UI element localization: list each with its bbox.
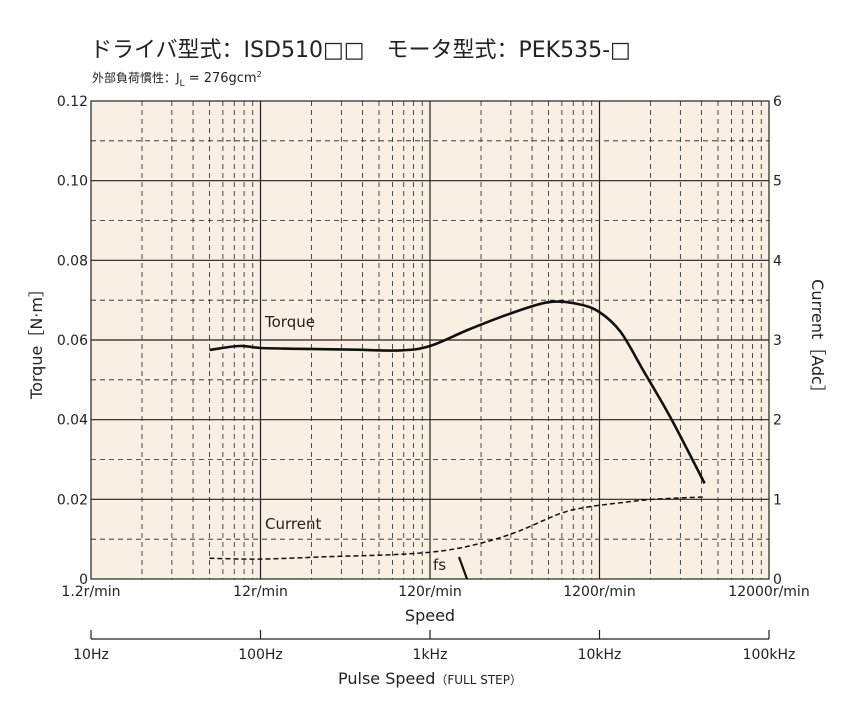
right-tick-label: 0 <box>773 572 782 588</box>
left-tick-label: 0.06 <box>57 333 88 349</box>
series-line-current <box>209 496 705 560</box>
x-axis-label: Speed <box>405 606 455 625</box>
pulse-tick-label: 1kHz <box>413 647 448 663</box>
tick-labels: 0 0.02 0.04 0.06 0.08 0.10 0.12 0 1 2 3 4 5 6 1.2r/min… <box>57 94 810 600</box>
x-tick-label: 12r/min <box>233 584 288 600</box>
pulse-tick-label: 10kHz <box>578 647 622 663</box>
pulse-axis-label-note: （FULL STEP） <box>435 673 522 687</box>
pulse-axis-label-main: Pulse Speed <box>338 669 435 688</box>
chart-title: ドライバ型式：ISD510□□ モータ型式：PEK535-□ <box>90 38 631 63</box>
subtitle-sup: 2 <box>257 70 262 79</box>
plot-frame <box>90 100 770 580</box>
series-layer <box>209 300 706 560</box>
subtitle-sub: L <box>180 79 185 89</box>
left-tick-label: 0.12 <box>57 94 88 110</box>
pulse-tick-label: 10Hz <box>73 647 109 663</box>
right-tick-label: 1 <box>773 492 782 508</box>
right-tick-label: 2 <box>773 413 782 429</box>
subtitle-value: = 276gcm <box>185 71 257 86</box>
left-tick-label: 0.02 <box>57 492 88 508</box>
fs-marker <box>457 556 469 580</box>
right-tick-label: 5 <box>773 174 782 190</box>
right-tick-label: 4 <box>773 253 782 269</box>
pulse-tick-label: 100Hz <box>238 647 283 663</box>
current-annotation: Current <box>265 515 321 533</box>
right-tick-label: 6 <box>773 94 782 110</box>
fs-annotation: fs <box>433 556 446 574</box>
x-tick-label: 12000r/min <box>728 584 809 600</box>
left-tick-label: 0.08 <box>57 253 88 269</box>
y-axis-label-right: Current［Adc］ <box>808 279 827 401</box>
left-tick-label: 0.10 <box>57 174 88 190</box>
right-tick-label: 3 <box>773 333 782 349</box>
left-tick-label: 0 <box>79 572 88 588</box>
pulse-tick-label: 100kHz <box>743 647 796 663</box>
subtitle-prefix: 外部負荷慣性：J <box>92 70 180 85</box>
left-tick-label: 0.04 <box>57 413 88 429</box>
torque-annotation: Torque <box>264 313 315 331</box>
chart-subtitle: 外部負荷慣性：JL = 276gcm2 <box>92 70 262 89</box>
series-line-torque <box>209 300 706 484</box>
x-tick-label: 120r/min <box>398 584 462 600</box>
x-tick-label: 1200r/min <box>563 584 636 600</box>
pulse-axis: 10Hz 100Hz 1kHz 10kHz 100kHz <box>73 630 795 663</box>
x-tick-label: 1.2r/min <box>61 584 120 600</box>
y-axis-label-left: Torque［N·m］ <box>27 281 46 400</box>
pulse-axis-label: Pulse Speed（FULL STEP） <box>338 669 522 688</box>
